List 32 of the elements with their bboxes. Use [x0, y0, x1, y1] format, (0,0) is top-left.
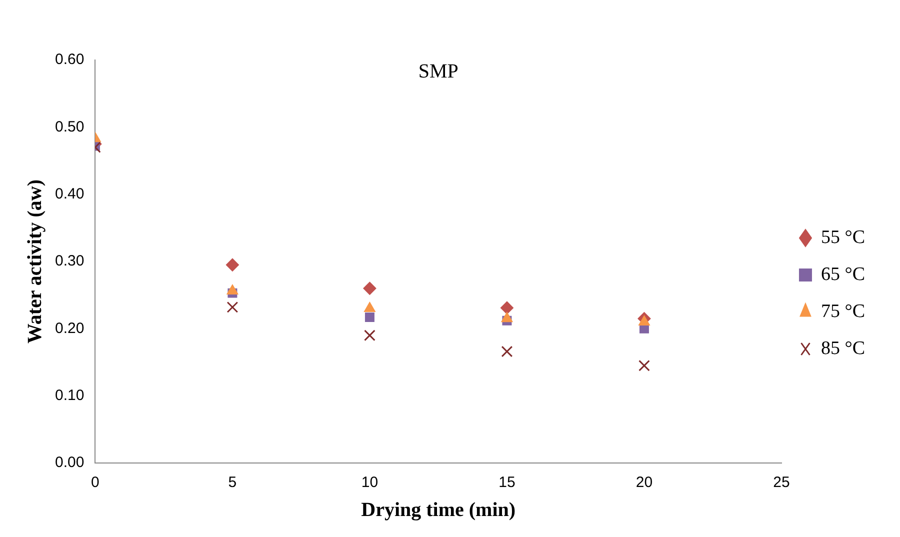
- y-tick-label: 0.10: [54, 386, 84, 404]
- point: [226, 284, 238, 295]
- point: [226, 258, 239, 272]
- y-tick-label: 0.20: [54, 320, 84, 337]
- point: [638, 315, 650, 326]
- x-tick-label: 15: [498, 474, 516, 492]
- y-tick-label: 0.40: [54, 185, 84, 202]
- point: [501, 346, 513, 358]
- x-tick-label: 5: [228, 474, 237, 492]
- x-tick-label: 10: [361, 474, 378, 492]
- point: [501, 312, 513, 322]
- x-axis-title: Drying time (min): [361, 499, 516, 522]
- y-tick-label: 0.30: [54, 252, 84, 270]
- point: [638, 360, 650, 372]
- x-tick-label: 20: [636, 474, 653, 492]
- chart-title: SMP: [418, 60, 458, 82]
- point: [364, 302, 376, 312]
- point: [500, 301, 514, 314]
- legend-label: 65 °C: [820, 264, 866, 285]
- y-tick-label: 0.50: [54, 118, 84, 136]
- y-axis-title: Water activity (aw): [24, 179, 46, 344]
- legend-label: 55 °C: [820, 226, 866, 248]
- point: [364, 330, 376, 342]
- y-tick-label: 0.60: [54, 51, 84, 68]
- x-tick-label: 25: [773, 474, 790, 492]
- point: [363, 282, 376, 295]
- point: [226, 301, 238, 313]
- point: [364, 312, 374, 322]
- x-tick-label: 0: [91, 474, 100, 492]
- y-tick-label: 0.00: [54, 454, 84, 472]
- legend-label: 75 °C: [820, 300, 866, 322]
- legend-label: 85 °C: [820, 338, 866, 359]
